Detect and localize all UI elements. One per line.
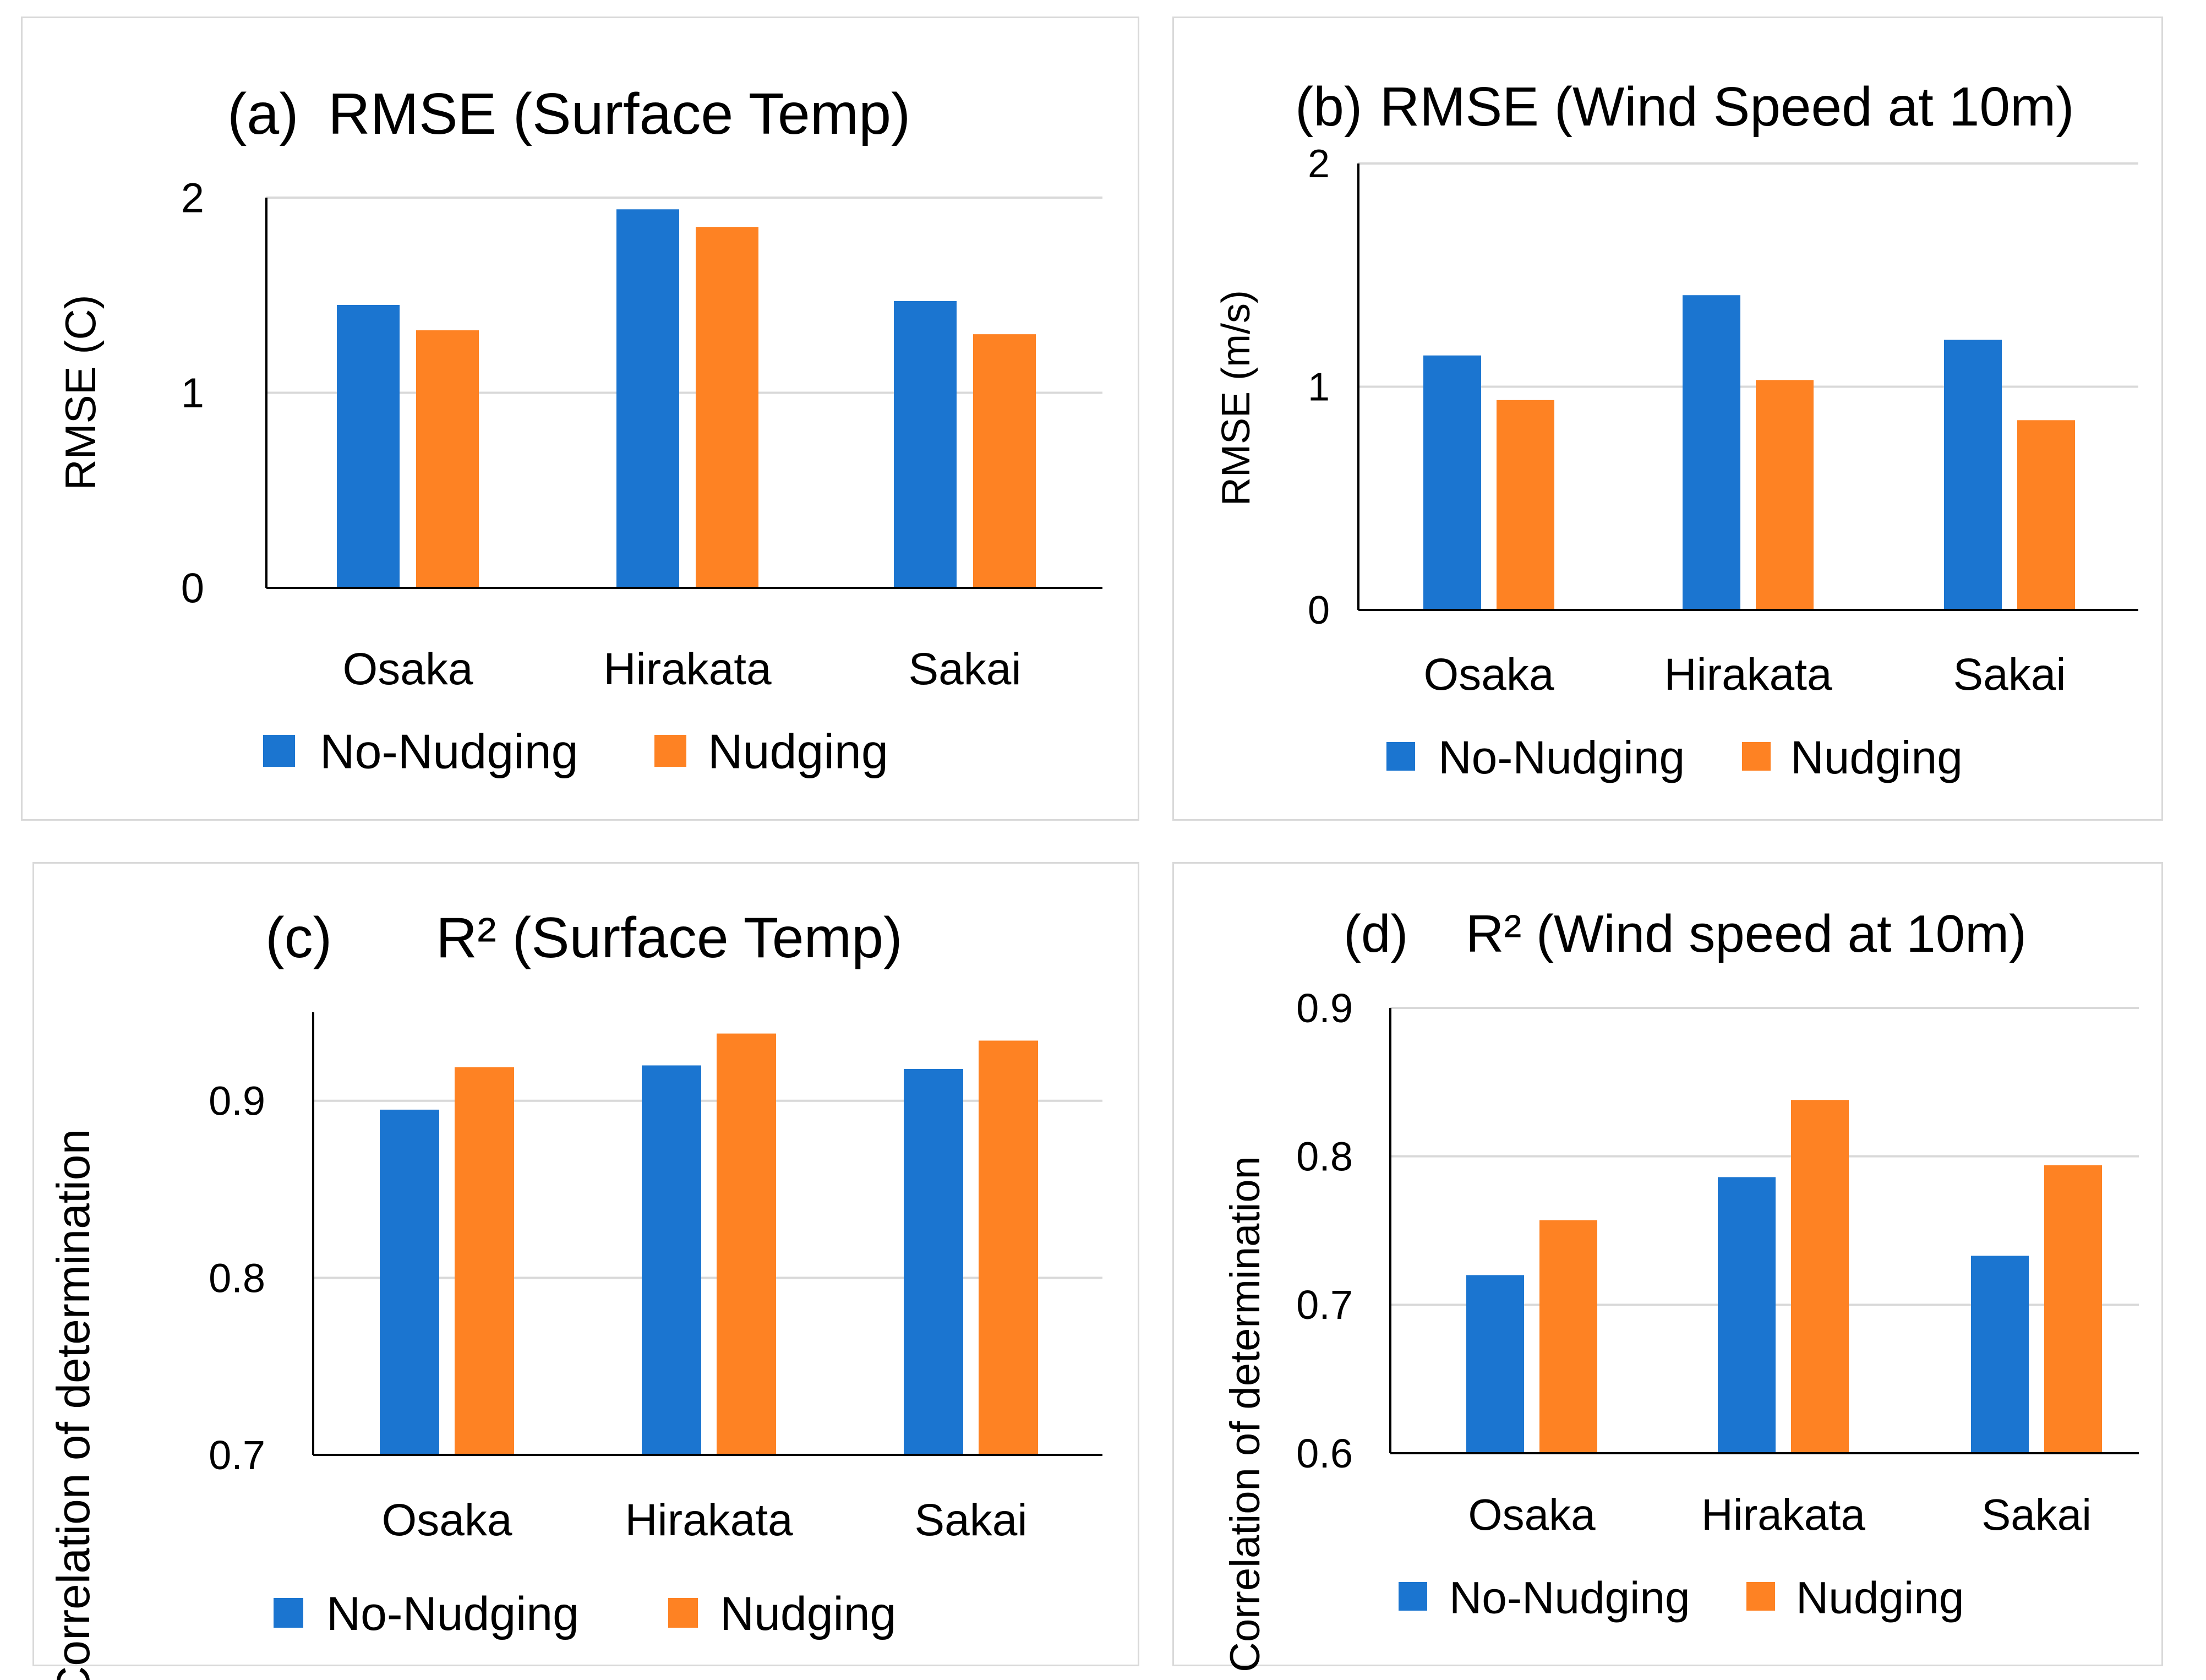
x-tick-label: Sakai [914, 1495, 1027, 1545]
legend-label: No-Nudging [1449, 1573, 1690, 1623]
legend-swatch-nudging [1746, 1582, 1775, 1611]
panel-d: (d) R² (Wind speed at 10m) Correlation of … [1172, 862, 2163, 1672]
legend-label: Nudging [708, 724, 888, 779]
bar-no-nudging-osaka [380, 1109, 439, 1455]
y-axis-label: Correlation of determination [1222, 1156, 1269, 1672]
bar-nudging-hirakata [1756, 380, 1814, 610]
legend-label: Nudging [720, 1588, 896, 1640]
legend-label: Nudging [1796, 1573, 1964, 1623]
panel-label: (d) [1344, 904, 1408, 963]
y-tick-label: 0 [1308, 588, 1330, 632]
y-tick-label: 0.9 [1296, 985, 1353, 1031]
legend-swatch-no-nudging [1386, 742, 1415, 771]
y-tick-label: 0 [181, 565, 204, 612]
bar-nudging-hirakata [717, 1033, 776, 1455]
legend-label: No-Nudging [1438, 732, 1685, 783]
bar-no-nudging-hirakata [642, 1065, 701, 1455]
bar-no-nudging-osaka [1466, 1275, 1524, 1453]
legend-label: No-Nudging [320, 724, 578, 779]
y-tick-label: 1 [1308, 366, 1330, 410]
bar-no-nudging-hirakata [1683, 295, 1740, 610]
legend-swatch-nudging [668, 1598, 698, 1628]
x-tick-label: Osaka [1424, 650, 1554, 700]
chart-title: RMSE (Surface Temp) [328, 81, 910, 146]
bar-nudging-osaka [416, 330, 479, 588]
bar-no-nudging-hirakata [616, 209, 679, 588]
y-tick-label: 2 [1308, 142, 1330, 186]
y-axis-label: Correlation of determination [47, 1129, 99, 1680]
y-tick-label: 0.9 [209, 1078, 265, 1124]
legend-swatch-nudging [654, 735, 686, 767]
x-tick-label: Sakai [1953, 650, 2066, 700]
bar-no-nudging-sakai [894, 301, 957, 588]
bar-nudging-sakai [2017, 420, 2075, 610]
y-tick-label: 0.6 [1296, 1431, 1353, 1476]
y-axis-label: RMSE (C) [56, 294, 105, 490]
bar-nudging-sakai [979, 1040, 1038, 1455]
bar-no-nudging-osaka [337, 304, 400, 588]
y-tick-label: 0.7 [209, 1432, 265, 1478]
bar-nudging-sakai [973, 334, 1036, 588]
chart-r2-surface-temp: (c) R² (Surface Temp) Correlation of deter… [47, 906, 1102, 1680]
y-tick-label: 0.7 [1296, 1282, 1353, 1328]
chart-r2-wind-speed: (d) R² (Wind speed at 10m) Correlation of … [1222, 904, 2139, 1672]
x-tick-label: Hirakata [1701, 1490, 1865, 1539]
legend-swatch-nudging [1742, 742, 1771, 771]
x-tick-label: Osaka [1468, 1490, 1596, 1539]
y-tick-label: 1 [181, 370, 204, 417]
bar-nudging-hirakata [1791, 1100, 1849, 1453]
x-tick-label: Osaka [382, 1495, 512, 1545]
panel-label: (a) [227, 81, 299, 146]
y-tick-label: 0.8 [209, 1255, 265, 1301]
x-tick-label: Osaka [343, 644, 473, 694]
bar-no-nudging-osaka [1423, 355, 1481, 610]
chart-title: R² (Wind speed at 10m) [1466, 904, 2027, 963]
legend-swatch-no-nudging [263, 735, 295, 767]
bar-no-nudging-sakai [1971, 1256, 2029, 1453]
panel-a: (a) RMSE (Surface Temp) RMSE (C) 0 1 2 Osaka Hi… [21, 17, 1139, 821]
x-tick-label: Hirakata [603, 644, 772, 694]
chart-rmse-wind-speed: (b) RMSE (Wind Speed at 10m) RMSE (m/s) 0 1 2… [1214, 76, 2138, 783]
x-tick-label: Sakai [908, 644, 1021, 694]
panel-c: (c) R² (Surface Temp) Correlation of deter… [32, 862, 1139, 1680]
x-tick-label: Hirakata [1664, 650, 1832, 700]
chart-title: RMSE (Wind Speed at 10m) [1380, 76, 2074, 138]
panel-b: (b) RMSE (Wind Speed at 10m) RMSE (m/s) 0 1 2… [1172, 17, 2163, 821]
bar-no-nudging-hirakata [1718, 1177, 1776, 1453]
y-axis-label: RMSE (m/s) [1214, 290, 1258, 506]
legend-label: No-Nudging [326, 1588, 579, 1640]
chart-rmse-surface-temp: (a) RMSE (Surface Temp) RMSE (C) 0 1 2 Osaka Hi… [56, 81, 1102, 779]
bar-nudging-osaka [1497, 400, 1554, 610]
legend-label: Nudging [1790, 732, 1963, 783]
bar-nudging-osaka [1539, 1220, 1597, 1453]
bar-nudging-osaka [455, 1067, 514, 1455]
y-tick-label: 0.8 [1296, 1134, 1353, 1180]
panel-label: (c) [265, 906, 332, 970]
bar-nudging-sakai [2044, 1165, 2102, 1453]
panel-label: (b) [1295, 76, 1362, 138]
x-tick-label: Sakai [1981, 1490, 2092, 1539]
bar-no-nudging-sakai [1944, 340, 2002, 610]
legend-swatch-no-nudging [1399, 1582, 1427, 1611]
bar-nudging-hirakata [696, 227, 758, 588]
y-tick-label: 2 [181, 175, 204, 222]
bar-no-nudging-sakai [904, 1068, 963, 1455]
legend-swatch-no-nudging [274, 1598, 303, 1628]
x-tick-label: Hirakata [625, 1495, 793, 1545]
chart-title: R² (Surface Temp) [436, 906, 903, 970]
